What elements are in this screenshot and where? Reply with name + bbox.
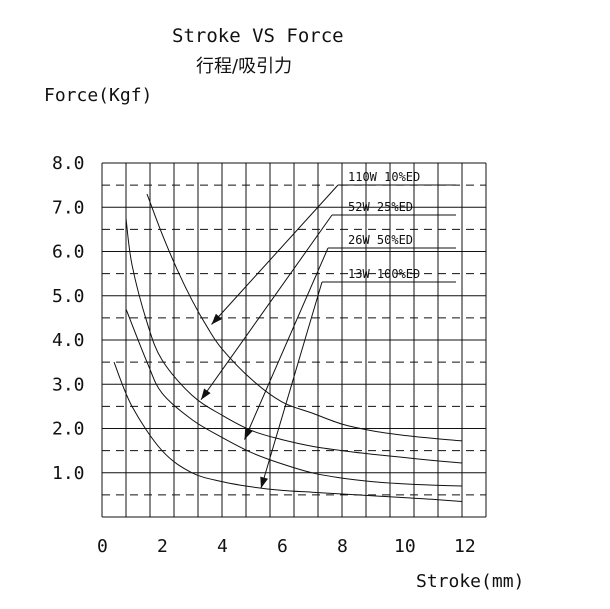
legend-leader-line <box>200 214 333 401</box>
y-tick-label: 2.0 <box>52 419 85 440</box>
grid <box>101 162 487 518</box>
legend-arrowhead <box>211 313 222 325</box>
series-line-1 <box>146 193 463 442</box>
legend-leader-line <box>244 247 329 440</box>
y-tick-label: 3.0 <box>52 374 85 395</box>
legend-label: 52W 25%ED <box>348 200 413 214</box>
x-tick-label: 4 <box>217 536 228 557</box>
series-line-2 <box>125 218 463 464</box>
chart-title: Stroke VS Force <box>172 25 344 47</box>
x-tick-label: 10 <box>394 536 416 557</box>
y-tick-label: 5.0 <box>52 286 85 307</box>
y-tick-label: 1.0 <box>52 463 85 484</box>
legend: 110W 10%ED 52W 25%ED 26W 50%ED 13W 100%ED <box>200 170 456 489</box>
series-lines <box>113 193 463 502</box>
y-tick-label: 8.0 <box>52 153 85 174</box>
y-axis-label: Force(Kgf) <box>44 85 152 106</box>
legend-label: 26W 50%ED <box>348 233 413 247</box>
series-line-4 <box>113 361 463 502</box>
y-tick-labels: 8.0 7.0 6.0 5.0 4.0 3.0 2.0 1.0 <box>52 153 85 484</box>
legend-label: 110W 10%ED <box>348 170 420 184</box>
x-tick-label: 12 <box>454 536 476 557</box>
x-tick-labels: 0 2 4 6 8 10 12 <box>97 536 476 557</box>
legend-arrowhead <box>260 476 268 489</box>
x-tick-label: 8 <box>337 536 348 557</box>
chart-subtitle: 行程/吸引力 <box>196 56 292 77</box>
series-line-3 <box>125 308 463 487</box>
y-tick-label: 6.0 <box>52 242 85 263</box>
x-axis-label: Stroke(mm) <box>416 571 524 592</box>
legend-leader-line <box>260 281 323 489</box>
legend-leader-line <box>211 184 339 325</box>
x-tick-label: 6 <box>277 536 288 557</box>
legend-arrowhead <box>201 388 211 400</box>
y-tick-label: 7.0 <box>52 197 85 218</box>
x-tick-label: 2 <box>157 536 168 557</box>
y-tick-label: 4.0 <box>52 330 85 351</box>
x-tick-label: 0 <box>97 536 108 557</box>
legend-arrowhead <box>244 427 253 440</box>
legend-label: 13W 100%ED <box>348 267 420 281</box>
